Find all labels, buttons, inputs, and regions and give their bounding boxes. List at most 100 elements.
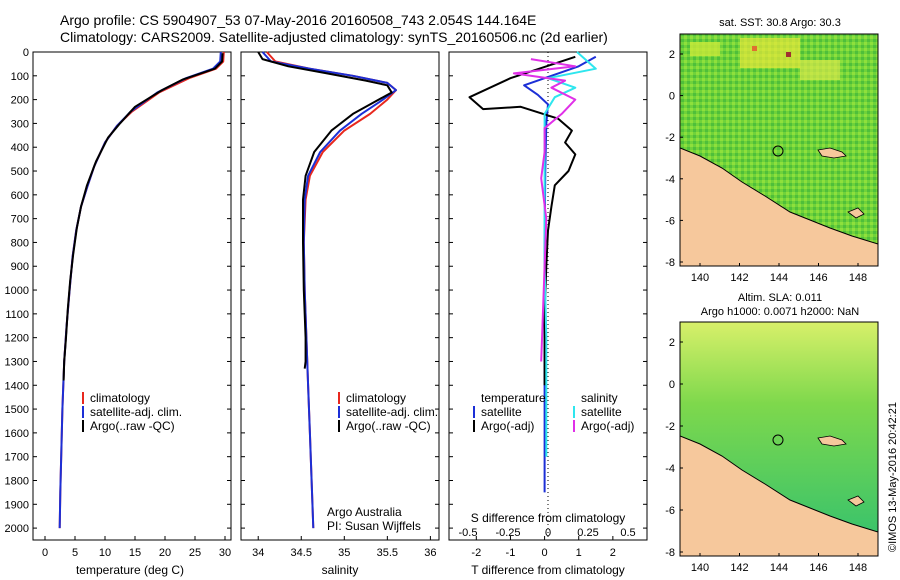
y-tick-label: 600	[11, 190, 29, 202]
map-x-tick-label: 140	[691, 272, 709, 284]
y-tick-label: 1700	[5, 452, 29, 464]
legend-temp-argo-label: Argo(-adj)	[481, 419, 534, 433]
x-tick-label: -1	[506, 547, 516, 559]
legend-argo-label: Argo(..raw -QC)	[346, 419, 431, 433]
sla-map-title2: Argo h1000: 0.0071 h2000: NaN	[701, 306, 859, 318]
map-x-tick-label: 140	[691, 562, 709, 574]
s-difference-label: S difference from climatology	[471, 511, 626, 525]
x-tick-label: 30	[219, 547, 231, 559]
sst-land-island	[847, 207, 865, 219]
map-y-tick-label: -6	[665, 505, 675, 517]
temperature-axes-box	[32, 51, 232, 541]
x-tick-label: 34	[252, 547, 264, 559]
salinity-axes-box	[240, 51, 440, 541]
x-tick-label: 0	[42, 547, 48, 559]
legend-satellite-label: satellite-adj. clim.	[90, 405, 182, 419]
x-tick-label: 2	[610, 547, 616, 559]
s-diff-tick-label: -0.25	[495, 527, 520, 539]
legend-temperature-title: temperature	[481, 391, 546, 405]
s-diff-tick-label: 0	[545, 527, 551, 539]
series-line-argo-raw-qc-	[62, 53, 224, 381]
map-y-tick-label: -8	[665, 547, 675, 559]
legend-climatology-label: climatology	[346, 391, 406, 405]
temperature-xlabel: temperature (deg C)	[76, 563, 184, 577]
x-tick-label: 36	[424, 547, 436, 559]
map-y-tick-label: 2	[669, 337, 675, 349]
legend-climatology-label: climatology	[90, 391, 150, 405]
sst-land-new-guinea	[680, 147, 878, 266]
x-tick-label: 35	[338, 547, 350, 559]
annotation-pi: PI: Susan Wijffels	[327, 519, 421, 533]
y-tick-label: 1500	[5, 404, 29, 416]
series-line-salinity-argo-adj-	[512, 58, 577, 362]
map-y-tick-label: -6	[665, 215, 675, 227]
sst-hot-pixel	[786, 52, 791, 57]
x-tick-label: 20	[159, 547, 171, 559]
y-tick-label: 300	[11, 118, 29, 130]
legend-argo-label: Argo(..raw -QC)	[90, 419, 175, 433]
map-x-tick-label: 144	[770, 562, 788, 574]
x-tick-label: 10	[99, 547, 111, 559]
temperature-panel: 0100200300400500600700800900100011001200…	[5, 47, 232, 577]
difference-legend: temperature satellite Argo(-adj) salinit…	[473, 391, 634, 433]
y-tick-label: 1600	[5, 428, 29, 440]
salinity-legend: climatology satellite-adj. clim. Argo(..…	[338, 391, 438, 433]
x-tick-label: 34.5	[291, 547, 312, 559]
series-line-satellite-adj-clim-	[261, 51, 397, 529]
map-y-tick-label: 0	[669, 379, 675, 391]
map-y-tick-label: -4	[665, 463, 675, 475]
x-tick-label: 0	[542, 547, 548, 559]
s-diff-tick-label: -0.5	[459, 527, 478, 539]
y-tick-label: 1200	[5, 333, 29, 345]
sst-warm-patch	[690, 42, 720, 56]
header-line1: Argo profile: CS 5904907_53 07-May-2016 …	[60, 12, 536, 28]
temperature-legend: climatology satellite-adj. clim. Argo(..…	[82, 391, 182, 433]
x-tick-label: 25	[189, 547, 201, 559]
y-tick-label: 1100	[5, 309, 29, 321]
legend-sal-satellite-label: satellite	[581, 405, 622, 419]
map-y-tick-label: 0	[669, 91, 675, 103]
map-y-tick-label: 2	[669, 49, 675, 61]
y-tick-label: 900	[11, 261, 29, 273]
y-tick-label: 500	[11, 166, 29, 178]
annotation-argo-australia: Argo Australia	[327, 505, 402, 519]
sst-warm-patch	[800, 60, 840, 80]
y-tick-label: 0	[23, 47, 29, 59]
sst-map: sat. SST: 30.8 Argo: 30.3 140 142 144 146 14…	[665, 17, 879, 284]
y-tick-label: 200	[11, 95, 29, 107]
s-diff-tick-label: 0.5	[620, 527, 635, 539]
map-x-tick-label: 146	[809, 562, 827, 574]
header-line2: Climatology: CARS2009. Satellite-adjuste…	[60, 29, 608, 45]
argo-float-marker	[772, 434, 784, 446]
t-difference-xlabel: T difference from climatology	[471, 563, 625, 577]
sla-map-title1: Altim. SLA: 0.011	[738, 292, 822, 304]
y-tick-label: 100	[11, 71, 29, 83]
sla-land-new-guinea	[680, 435, 878, 556]
difference-panel: -2 -1 0 1 2 S difference from climatology -0…	[448, 51, 648, 577]
sst-map-title: sat. SST: 30.8 Argo: 30.3	[719, 17, 841, 29]
legend-salinity-title: salinity	[581, 391, 618, 405]
y-tick-label: 1300	[5, 356, 29, 368]
map-x-tick-label: 142	[730, 562, 748, 574]
x-tick-label: -2	[471, 547, 481, 559]
y-tick-label: 2000	[5, 523, 29, 535]
map-x-tick-label: 142	[730, 272, 748, 284]
legend-sal-argo-label: Argo(-adj)	[581, 419, 634, 433]
sla-map: Altim. SLA: 0.011 Argo h1000: 0.0071 h20…	[665, 292, 879, 574]
map-x-tick-label: 148	[849, 562, 867, 574]
y-tick-label: 1400	[5, 380, 29, 392]
sla-land-island	[847, 495, 865, 507]
sla-land-island	[817, 435, 847, 447]
argo-float-marker	[772, 145, 784, 157]
series-line-argo-raw-qc-	[257, 51, 393, 369]
y-tick-label: 400	[11, 142, 29, 154]
y-tick-label: 1900	[5, 499, 29, 511]
map-y-tick-label: -2	[665, 421, 675, 433]
y-tick-label: 1800	[5, 475, 29, 487]
x-tick-label: 35.5	[377, 547, 398, 559]
legend-temp-satellite-label: satellite	[481, 405, 522, 419]
sst-hot-pixel	[752, 46, 757, 51]
s-diff-tick-label: 0.25	[577, 527, 598, 539]
x-tick-label: 1	[576, 547, 582, 559]
